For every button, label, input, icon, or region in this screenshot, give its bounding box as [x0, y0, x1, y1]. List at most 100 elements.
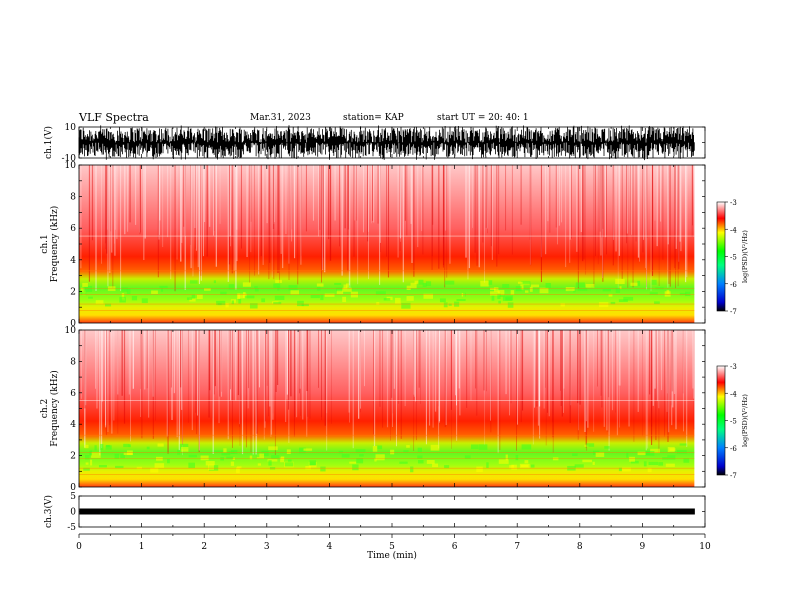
y-tick-label: 8	[70, 193, 76, 203]
spectrogram-patch	[114, 453, 120, 459]
spectrogram-patch	[517, 281, 523, 284]
spectrogram-patch	[456, 298, 466, 302]
spectrogram-patch	[216, 300, 226, 306]
spectrogram-patch	[205, 461, 215, 466]
figure-title: VLF Spectra	[79, 111, 149, 124]
spectrogram-patch	[685, 291, 691, 297]
colorbar-tick-label: -5	[730, 254, 737, 262]
spectrogram-patch	[157, 443, 164, 447]
spectrogram-patch	[376, 302, 380, 306]
colorbar	[716, 201, 726, 312]
spectrogram-patch	[90, 459, 93, 466]
spectrogram-patch	[186, 297, 193, 300]
spectrogram-patch	[545, 283, 551, 289]
spectrogram-patch	[179, 443, 189, 450]
spectrogram-patch	[120, 454, 125, 459]
spectrogram-patch	[443, 302, 448, 308]
spectrogram-patch	[539, 287, 549, 294]
spectrogram-patch	[80, 292, 87, 295]
y-tick-label: 6	[70, 389, 76, 399]
spectrogram-patch	[649, 292, 658, 295]
y-axis-label: ch.1(V)	[43, 126, 54, 159]
spectrogram-patch	[84, 444, 89, 449]
spectrogram-patch	[637, 280, 641, 287]
spectrogram-patch	[230, 461, 235, 466]
colorbar-tick-label: -4	[730, 226, 737, 234]
spectrogram-patch	[275, 279, 282, 283]
spectrogram-patch	[406, 445, 410, 448]
spectrogram-patch	[320, 294, 324, 301]
spectrogram-patch	[284, 462, 294, 467]
spectrogram-patch	[228, 284, 235, 290]
spectrogram-patch	[486, 462, 489, 468]
spectrogram-patch	[290, 290, 300, 295]
spectrogram-patch	[257, 463, 261, 466]
spectrogram-patch	[410, 466, 414, 473]
spectrogram-patch	[619, 286, 622, 290]
spectrogram-patch	[610, 301, 616, 305]
colorbar-label-text: log(PSD)(V²/Hz)	[741, 394, 749, 447]
spectrogram-patch	[417, 460, 424, 464]
spectrogram-patch	[494, 287, 499, 292]
colorbar-tick-label: -6	[730, 445, 737, 453]
colorbar	[716, 365, 726, 476]
spectrogram-patch	[352, 464, 359, 471]
x-tick-label: 8	[577, 542, 583, 552]
spectrogram-patch	[301, 303, 309, 307]
spectrogram-patch	[249, 303, 258, 309]
spectrogram-patch	[432, 463, 439, 468]
spectrogram-patch	[498, 459, 509, 464]
y-tick-label: 5	[70, 492, 76, 502]
spectrogram-patch	[256, 452, 260, 458]
spectrogram-patch	[444, 465, 450, 469]
spectrogram-patch	[213, 450, 224, 453]
spectrogram-patch	[336, 289, 344, 295]
spectrogram-patch	[509, 465, 515, 469]
spectrogram-patch	[497, 289, 505, 296]
spectrogram-patch	[490, 287, 496, 291]
spectrogram-patch	[399, 461, 408, 464]
spectrogram-patch	[223, 448, 227, 453]
spectrogram-patch	[128, 444, 131, 448]
colorbar-tick-label: -7	[730, 308, 737, 316]
x-tick-label: 10	[699, 542, 711, 552]
spectrogram-patch	[383, 298, 391, 301]
spectrogram-patch	[520, 464, 529, 467]
spectrogram-patch	[390, 449, 395, 455]
y-tick-label: 8	[70, 357, 76, 367]
spectrogram-patch	[345, 283, 349, 288]
spectrogram-patch	[100, 443, 104, 450]
spectrogram-patch	[236, 467, 240, 474]
spectrogram-patch	[499, 294, 506, 297]
spectrogram-patch	[342, 296, 347, 303]
spectrogram-patch	[254, 286, 258, 289]
spectrogram-patch	[268, 460, 272, 466]
ch2-spectrogram-ylabel: ch.2 Frequency (kHz)	[40, 370, 60, 447]
spectrogram-patch	[586, 443, 595, 447]
spectrogram-patch	[377, 445, 383, 450]
spectrogram-patch	[98, 464, 107, 468]
spectrogram-patch	[159, 285, 168, 289]
y-tick-label: 10	[65, 123, 77, 133]
spectrogram-patch	[256, 453, 265, 459]
spectrogram-patch	[341, 454, 350, 458]
spectrogram-patch	[529, 286, 533, 292]
spectrogram-patch	[82, 282, 88, 288]
spectrogram-patch	[287, 459, 292, 463]
spectrogram-patch	[565, 287, 575, 292]
spectrogram-patch	[629, 456, 635, 462]
spectrogram-patch	[630, 460, 639, 464]
spectrogram-patch	[273, 302, 282, 305]
spectrogram-patch	[618, 467, 622, 472]
spectrogram-patch	[83, 285, 93, 292]
spectrogram-patch	[511, 464, 517, 470]
spectrogram-patch	[592, 461, 595, 465]
x-tick-label: 0	[76, 542, 82, 552]
spectrogram-patch	[524, 460, 529, 464]
x-tick-label: 7	[514, 542, 520, 552]
spectrogram-patch	[658, 462, 664, 466]
y-tick-label: 0	[70, 483, 76, 493]
spectrogram-patch	[221, 452, 231, 456]
x-tick-label: 6	[452, 542, 458, 552]
